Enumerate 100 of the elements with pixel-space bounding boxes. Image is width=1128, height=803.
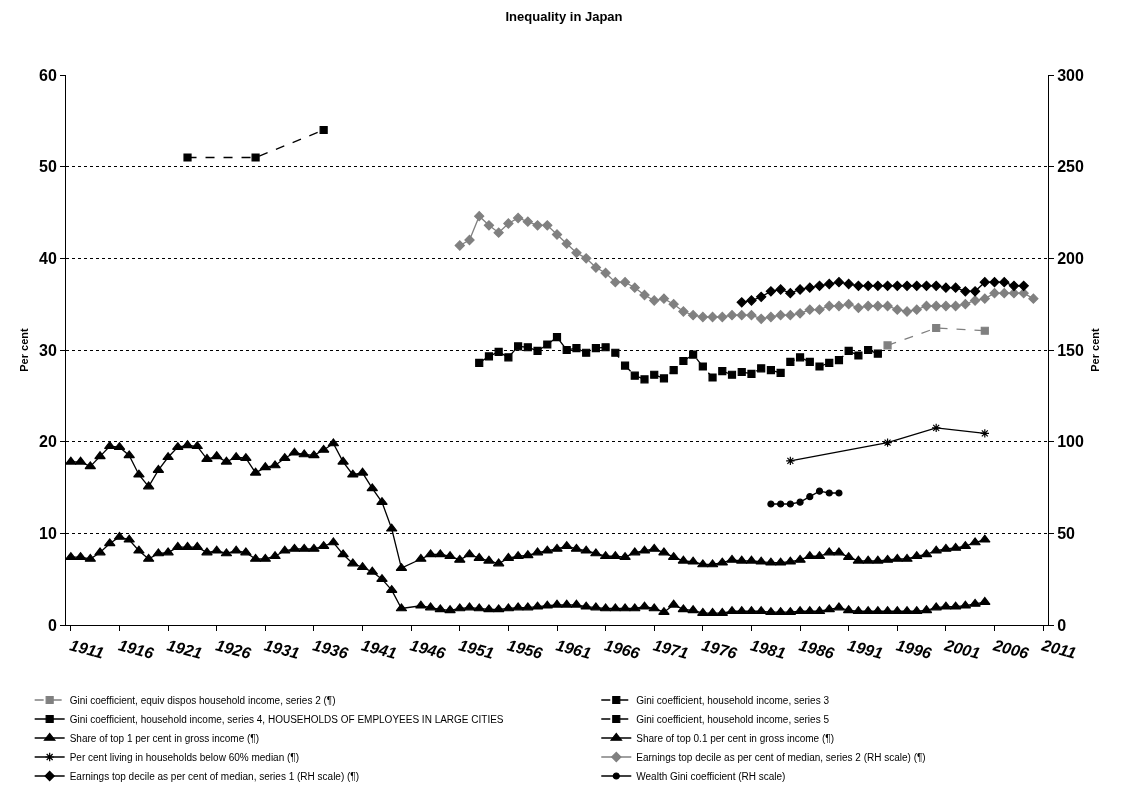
point [679,356,688,366]
point [669,366,678,375]
point [747,369,756,378]
point [785,310,796,321]
point [853,302,864,313]
x-tick-label: 1971 [651,636,691,663]
point [590,262,602,273]
point [543,340,552,349]
point [785,456,796,466]
point [979,293,990,304]
point [950,282,961,293]
x-tick-label: 1956 [505,636,545,663]
point [833,277,845,288]
point [901,280,913,291]
point [980,428,990,439]
y2-axis-title: Per cent [1089,327,1102,372]
point [873,349,882,358]
point [658,293,670,304]
point [834,355,844,365]
y2-tick-label: 200 [1057,249,1084,267]
point [872,280,883,291]
point [969,286,981,297]
point [582,348,591,357]
point [815,362,824,371]
x-tick-label: 1936 [311,636,350,663]
point [183,153,192,162]
point [1018,280,1029,291]
point [650,370,659,379]
x-tick-label: 2011 [1039,636,1079,662]
point [251,153,260,162]
point [931,423,941,433]
point [864,345,873,355]
point [825,489,833,497]
point [708,373,717,382]
point [796,498,804,506]
y-tick-label: 60 [39,66,57,84]
point [475,358,484,367]
point [532,220,543,231]
point [668,299,679,310]
legend-label: Gini coefficient, household income, series 4, HOUSEHOLDS OF EMPLOYEES IN LARGE CITIES [69,713,504,725]
legend-label: Earnings top decile as per cent of median, series 1 (RH scale) (¶) [69,770,360,782]
point [757,364,766,373]
point [969,295,981,306]
point [883,341,892,350]
y2-tick-label: 0 [1057,616,1067,634]
point [911,304,922,315]
point [717,311,728,323]
point [600,267,611,279]
point [794,308,806,319]
x-tick-label: 1941 [359,636,399,663]
y2-tick-label: 250 [1057,158,1084,176]
point [629,282,640,293]
point [689,350,698,359]
point [940,300,952,312]
point [950,300,961,312]
point [756,291,767,302]
point [854,351,863,360]
point [999,277,1010,288]
point [512,212,524,224]
y-tick-label: 0 [47,616,57,634]
x-tick-label: 2001 [942,636,982,663]
x-tick-label: 1991 [845,636,885,663]
point [483,220,495,231]
point [697,311,708,323]
point [786,357,795,367]
point [766,366,775,375]
point [911,280,922,291]
point [805,357,814,367]
point [776,368,785,378]
point [494,347,503,356]
legend-label: Share of top 0.1 per cent in gross income (¶) [636,732,834,744]
point [835,489,843,497]
point [454,240,465,251]
point [872,300,883,312]
point [698,362,707,371]
x-tick-label: 1926 [213,636,253,663]
point [892,280,903,291]
point [824,278,835,290]
point [960,299,971,310]
point [775,284,786,295]
x-tick-label: 1976 [699,636,739,663]
point [737,367,746,377]
x-tick-label: 1981 [748,636,788,663]
point [882,437,893,448]
point [853,280,864,291]
y2-tick-label: 150 [1057,341,1084,359]
point [804,282,815,293]
y-tick-label: 20 [39,433,57,451]
y-tick-label: 50 [39,158,57,176]
point [777,500,785,508]
x-tick-label: 1916 [116,636,156,663]
point [862,300,874,312]
chart-title: Inequality in Japan [505,9,623,25]
point [814,304,825,315]
point [678,306,689,317]
point [765,311,777,323]
point [756,313,767,324]
point [571,247,582,258]
legend-label: Share of top 1 per cent in gross income (¶) [69,732,260,744]
point [619,277,631,288]
